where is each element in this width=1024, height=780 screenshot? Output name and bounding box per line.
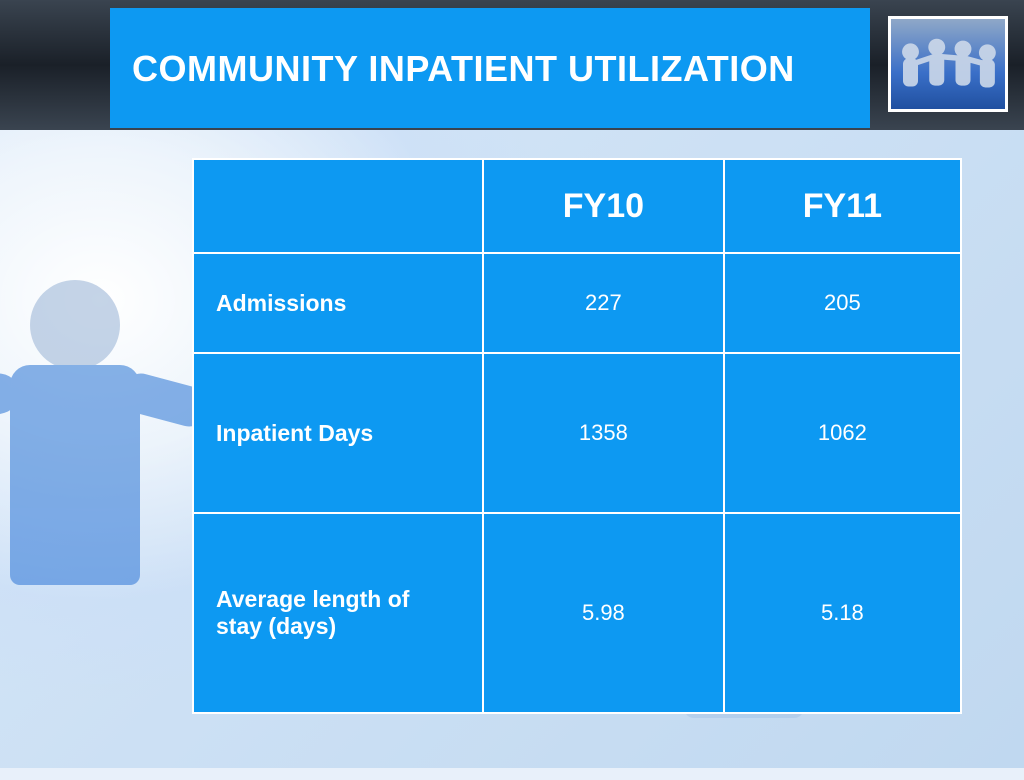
row-label: Admissions xyxy=(193,253,483,353)
col-header-fy11: FY11 xyxy=(724,159,961,253)
table-row: Admissions 227 205 xyxy=(193,253,961,353)
utilization-table-container: FY10 FY11 Admissions 227 205 Inpatient D… xyxy=(192,158,962,714)
cell-fy10: 1358 xyxy=(483,353,724,513)
cell-fy11: 1062 xyxy=(724,353,961,513)
row-label: Average length of stay (days) xyxy=(193,513,483,713)
table-row: Average length of stay (days) 5.98 5.18 xyxy=(193,513,961,713)
cell-fy11: 205 xyxy=(724,253,961,353)
col-header-fy10: FY10 xyxy=(483,159,724,253)
people-chain-icon xyxy=(891,19,1005,109)
row-label: Inpatient Days xyxy=(193,353,483,513)
col-header-blank xyxy=(193,159,483,253)
logo-thumbnail xyxy=(888,16,1008,112)
title-band: COMMUNITY INPATIENT UTILIZATION xyxy=(110,8,870,128)
cell-fy10: 5.98 xyxy=(483,513,724,713)
utilization-table: FY10 FY11 Admissions 227 205 Inpatient D… xyxy=(192,158,962,714)
cell-fy11: 5.18 xyxy=(724,513,961,713)
background-figure-left xyxy=(0,280,220,780)
table-row: Inpatient Days 1358 1062 xyxy=(193,353,961,513)
slide-title: COMMUNITY INPATIENT UTILIZATION xyxy=(132,46,795,91)
cell-fy10: 227 xyxy=(483,253,724,353)
table-header-row: FY10 FY11 xyxy=(193,159,961,253)
